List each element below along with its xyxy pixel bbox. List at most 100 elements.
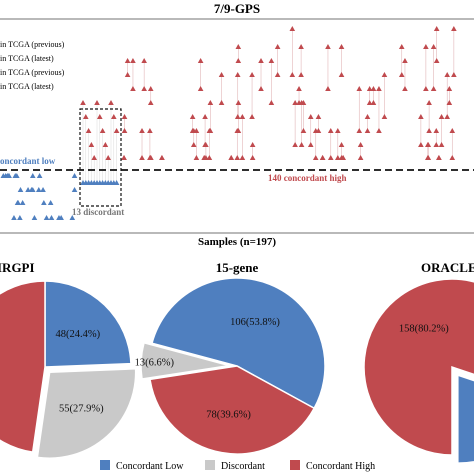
sample-marker [325,44,331,49]
sample-marker [56,215,62,220]
discordant-label: 13 discordant [72,207,124,217]
sample-marker [438,114,445,119]
sample-marker [418,142,424,147]
sample-marker [147,100,154,105]
sample-marker [249,72,255,77]
sample-marker [124,58,131,63]
sample-marker [364,128,371,133]
sample-marker [0,173,7,178]
row-label-4: in TCGA (latest) [0,82,54,91]
pie-slice [0,280,46,453]
pie-slice [44,280,132,368]
legend-label-high: Concordant High [306,461,375,472]
sample-marker [451,72,457,77]
sample-marker [307,114,314,119]
pie-slice-label: 55(27.9%) [59,403,104,414]
sample-marker [94,100,100,105]
sample-marker [139,128,145,133]
sample-marker [130,58,136,63]
sample-marker [315,128,322,133]
sample-marker [338,142,345,147]
sample-marker [83,114,89,119]
sample-marker [289,72,296,77]
sample-marker [99,128,106,133]
sample-marker [41,200,47,205]
sample-marker [430,86,437,91]
row-label-2: in TCGA (latest) [0,54,54,63]
pie-slice-label: 106(53.8%) [230,317,280,328]
sample-marker [141,58,147,63]
pie-slice-label: 78(39.6%) [206,410,251,421]
sample-marker [334,155,341,160]
sample-marker [239,114,246,119]
sample-marker [189,114,196,119]
sample-marker [258,86,264,91]
sample-marker [381,72,388,77]
sample-marker [376,86,382,91]
sample-marker [11,215,17,220]
sample-marker [357,155,364,160]
sample-marker [268,100,275,105]
sample-marker [15,200,21,205]
sample-marker [327,128,334,133]
sample-marker [12,173,19,178]
sample-marker [274,72,281,77]
pie-slice-label: 158(80.2%) [399,324,449,335]
sample-marker [426,100,432,105]
sample-marker [398,72,405,77]
sample-marker [356,86,363,91]
sample-marker [102,142,109,147]
sample-marker [29,173,36,178]
sample-marker [249,142,256,147]
sample-marker [234,72,241,77]
pie-title-oracle: ORACLE [421,260,474,275]
sample-marker [300,128,307,133]
sample-marker [319,155,326,160]
sample-marker [426,128,432,133]
row-label-1: in TCGA (previous) [0,40,65,49]
sample-marker [366,100,373,105]
legend-swatch-discordant [205,460,215,470]
sample-marker [334,128,341,133]
pie-slice [140,341,230,380]
sample-marker [228,155,235,160]
pie-title-15gene: 15-gene [216,260,259,275]
sample-marker [381,114,388,119]
sample-marker [433,128,440,133]
sample-marker [97,114,103,119]
scatter-title: 7/9-GPS [214,1,260,16]
sample-marker [325,86,331,91]
sample-marker [19,200,26,205]
sample-marker [449,128,456,133]
sample-marker [239,155,246,160]
sample-marker [249,114,255,119]
legend-label-low: Concordant Low [116,461,184,472]
sample-marker [235,128,242,133]
sample-marker [206,128,213,133]
row-label-3: in TCGA (previous) [0,68,65,77]
sample-marker [298,44,304,49]
sample-marker [446,100,453,105]
legend-label-discordant: Discordant [221,461,265,472]
sample-marker [234,155,241,160]
sample-marker [451,26,457,31]
sample-marker [364,114,371,119]
sample-marker [424,155,431,160]
pie-slice-label: 48(24.4%) [55,329,100,340]
sample-marker [307,142,314,147]
sample-marker [69,215,76,220]
sample-marker [190,128,197,133]
sample-marker [48,215,55,220]
sample-marker [147,155,153,160]
pie-slice [149,365,316,455]
sample-marker [327,155,334,160]
sample-marker [121,155,127,160]
sample-marker [438,142,445,147]
sample-marker [71,173,78,178]
sample-marker [235,44,242,49]
sample-marker [17,187,24,192]
sample-marker [234,114,241,119]
sample-marker [159,155,165,160]
sample-marker [139,155,145,160]
